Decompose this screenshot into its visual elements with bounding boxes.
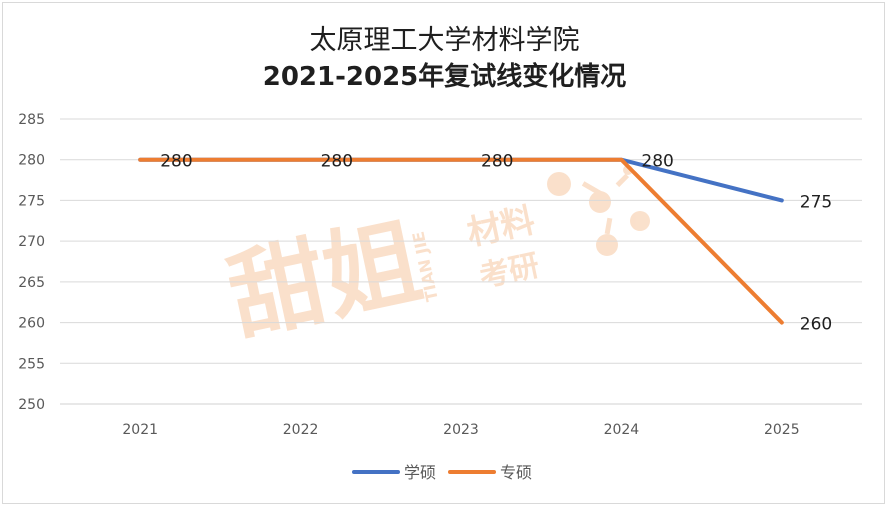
y-tick-label: 285 xyxy=(18,112,45,128)
y-tick-label: 270 xyxy=(18,234,45,250)
y-tick-label: 260 xyxy=(18,316,45,332)
y-tick-label: 280 xyxy=(18,153,45,169)
series-line xyxy=(138,157,784,203)
series-lines xyxy=(138,157,784,325)
data-labels: 280 280 280 280 260 275 xyxy=(160,152,832,335)
data-label: 280 xyxy=(481,152,513,172)
x-tick-label: 2023 xyxy=(443,422,479,438)
data-label: 280 xyxy=(160,152,192,172)
watermark-line2: 考研 xyxy=(476,248,542,295)
chart-subtitle: 2021-2025年复试线变化情况 xyxy=(262,62,627,92)
x-tick-label: 2025 xyxy=(764,422,800,438)
legend-label: 专硕 xyxy=(500,463,532,482)
watermark-line1: 材料 xyxy=(464,201,539,254)
watermark-sun-logo xyxy=(547,165,650,256)
watermark: 甜姐 TIAN JIE 材料 考研 xyxy=(219,165,650,354)
watermark-brand: 甜姐 xyxy=(219,205,430,354)
x-tick-label: 2024 xyxy=(604,422,640,438)
x-tick-label: 2022 xyxy=(283,422,319,438)
x-axis-ticks: 2021 2022 2023 2024 2025 xyxy=(122,422,799,438)
legend-label: 学硕 xyxy=(404,463,436,482)
data-label: 275 xyxy=(800,192,832,212)
data-label: 280 xyxy=(321,152,353,172)
y-tick-label: 255 xyxy=(18,356,45,372)
x-tick-label: 2021 xyxy=(122,422,158,438)
data-label: 260 xyxy=(800,315,832,335)
y-tick-label: 250 xyxy=(18,397,45,413)
legend: 学硕 专硕 xyxy=(352,463,532,482)
chart-title: 太原理工大学材料学院 xyxy=(309,25,580,56)
series-line xyxy=(138,157,784,325)
y-axis-ticks: 250 255 260 265 270 275 280 285 xyxy=(18,112,45,413)
y-tick-label: 265 xyxy=(18,275,45,291)
data-label: 280 xyxy=(641,152,673,172)
y-tick-label: 275 xyxy=(18,193,45,209)
